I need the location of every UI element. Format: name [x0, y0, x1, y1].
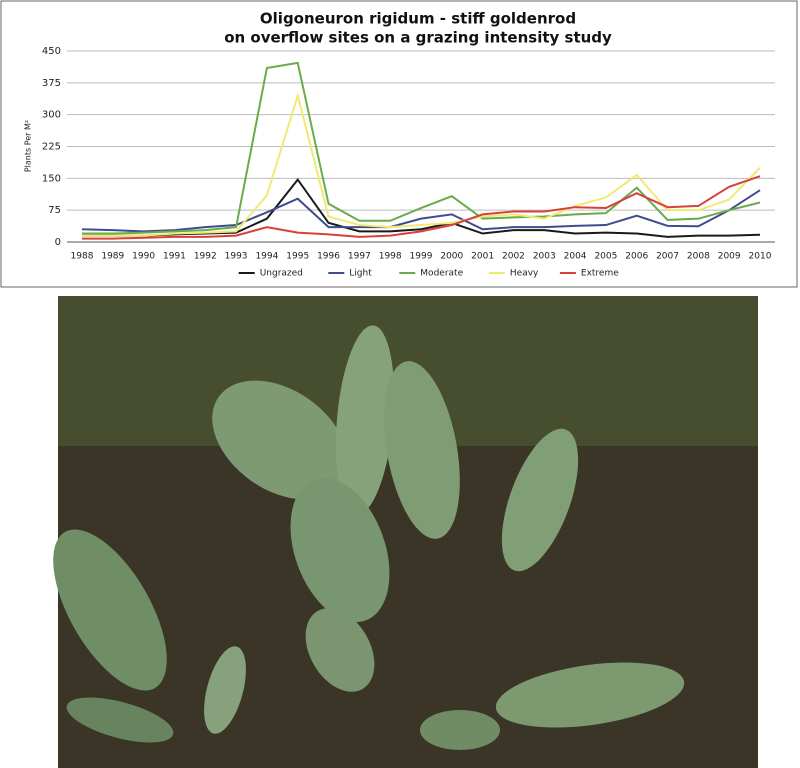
- series-line: [82, 91, 761, 237]
- y-tick-label: 450: [42, 46, 61, 57]
- x-tick-label: 1995: [286, 252, 309, 262]
- y-tick-label: 75: [48, 205, 61, 216]
- series-line: [82, 175, 761, 240]
- x-tick-label: 1992: [194, 252, 217, 262]
- x-tick-label: 2010: [749, 252, 772, 262]
- legend-label: Light: [349, 269, 372, 279]
- y-tick-label: 375: [42, 78, 61, 89]
- x-tick-label: 2006: [625, 252, 648, 262]
- x-tick-label: 1997: [348, 252, 371, 262]
- x-tick-label: 1990: [132, 252, 155, 262]
- x-tick-label: 2000: [440, 252, 463, 262]
- x-tick-label: 2007: [656, 252, 679, 262]
- x-tick-label: 1988: [71, 252, 94, 262]
- chart-frame: [0, 0, 798, 288]
- x-tick-label: 1998: [379, 252, 402, 262]
- x-tick-label: 1999: [410, 252, 433, 262]
- x-tick-label: 1993: [225, 252, 248, 262]
- chart-title: Oligoneuron rigidum - stiff goldenrod: [260, 10, 576, 28]
- y-tick-label: 0: [55, 237, 61, 248]
- legend-label: Moderate: [420, 269, 463, 279]
- x-tick-label: 2009: [718, 252, 741, 262]
- legend-label: Extreme: [581, 269, 619, 279]
- x-tick-label: 1996: [317, 252, 340, 262]
- chart-subtitle: on overflow sites on a grazing intensity…: [224, 29, 612, 47]
- x-tick-label: 2003: [533, 252, 556, 262]
- y-tick-label: 225: [42, 142, 61, 153]
- photo: [53, 296, 758, 768]
- x-tick-label: 2008: [687, 252, 710, 262]
- legend-label: Ungrazed: [260, 269, 303, 279]
- x-tick-label: 2005: [594, 252, 617, 262]
- series-line: [81, 189, 761, 233]
- x-tick-label: 2002: [502, 252, 525, 262]
- y-tick-label: 150: [42, 173, 61, 184]
- x-tick-label: 1989: [101, 252, 124, 262]
- y-axis-label: Plants Per M²: [24, 120, 33, 172]
- x-tick-label: 1994: [255, 252, 278, 262]
- x-tick-label: 2004: [564, 252, 587, 262]
- legend-label: Heavy: [510, 269, 539, 279]
- x-tick-label: 2001: [471, 252, 494, 262]
- y-tick-label: 300: [42, 110, 61, 121]
- x-tick-label: 1991: [163, 252, 186, 262]
